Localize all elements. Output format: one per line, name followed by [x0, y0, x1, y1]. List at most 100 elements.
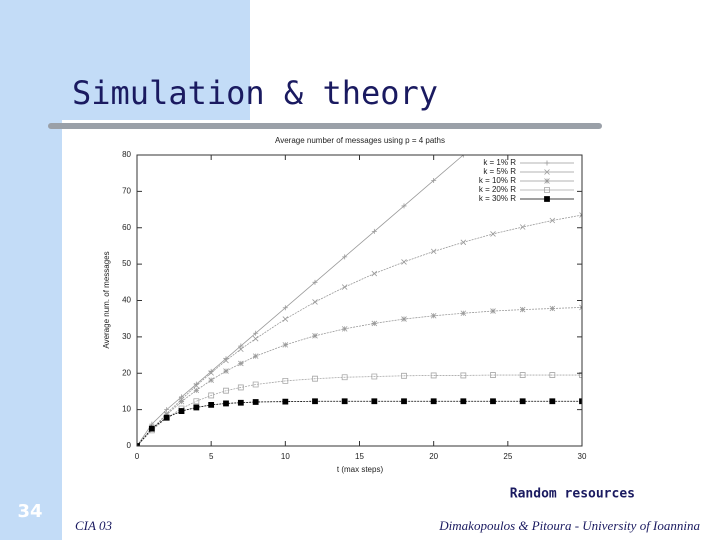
x-tick-label: 10 [281, 452, 290, 461]
marker [312, 299, 318, 305]
marker [519, 224, 526, 230]
legend-label: k = 1% R [483, 158, 516, 167]
marker [253, 330, 259, 336]
marker [430, 312, 437, 319]
marker [579, 372, 582, 378]
marker [312, 375, 318, 382]
marker [341, 374, 348, 381]
marker [341, 284, 348, 290]
y-tick-label: 0 [127, 441, 132, 450]
y-axis-label: Average num. of messages [102, 251, 111, 348]
marker [282, 305, 288, 311]
marker [178, 408, 185, 414]
marker [282, 342, 289, 348]
marker [193, 387, 200, 394]
marker [430, 248, 437, 255]
marker [401, 259, 407, 265]
footer-right: Dimakopoulos & Pitoura - University of I… [438, 518, 700, 533]
marker [312, 333, 318, 339]
marker [312, 279, 318, 285]
legend-marker [544, 196, 550, 202]
marker [460, 372, 467, 379]
marker [431, 177, 437, 183]
caption: Random resources [510, 487, 635, 502]
marker [238, 346, 244, 353]
slide-number: 34 [17, 501, 42, 522]
marker [401, 203, 407, 209]
marker [519, 306, 526, 313]
marker [549, 372, 556, 378]
marker [223, 357, 229, 364]
marker [341, 398, 348, 405]
marker [520, 102, 525, 107]
marker [282, 316, 289, 322]
y-tick-label: 20 [122, 368, 131, 377]
side-strip [0, 0, 62, 540]
marker [579, 398, 582, 405]
marker [460, 310, 467, 317]
series-line [137, 307, 582, 446]
marker [164, 407, 170, 413]
marker [371, 373, 378, 380]
marker [137, 443, 140, 446]
legend-marker [544, 160, 550, 166]
legend-label: k = 5% R [483, 167, 516, 176]
marker [490, 372, 496, 378]
x-tick-label: 25 [503, 452, 512, 461]
x-tick-label: 30 [578, 452, 587, 461]
marker [460, 239, 467, 246]
marker [460, 155, 466, 158]
y-tick-label: 10 [122, 405, 131, 414]
legend-label: k = 10% R [479, 176, 516, 185]
marker [282, 398, 289, 405]
x-tick-label: 15 [355, 452, 364, 461]
marker [371, 398, 378, 405]
marker [238, 360, 244, 367]
marker [580, 51, 585, 56]
x-tick-label: 5 [209, 452, 214, 461]
marker [341, 326, 348, 332]
y-tick-label: 80 [122, 150, 131, 159]
y-tick-label: 40 [122, 296, 131, 305]
marker [282, 377, 289, 384]
marker [252, 335, 259, 342]
series-line [137, 214, 582, 446]
marker [223, 387, 229, 394]
marker [490, 398, 496, 405]
footer-left: CIA 03 [75, 518, 112, 533]
legend-label: k = 30% R [479, 194, 516, 203]
y-tick-label: 50 [122, 259, 131, 268]
marker [430, 372, 437, 379]
marker [342, 254, 348, 260]
y-tick-label: 70 [122, 186, 131, 195]
marker [371, 270, 378, 277]
marker [193, 382, 200, 389]
marker [238, 343, 244, 349]
marker [401, 316, 407, 322]
title-rule [48, 123, 602, 129]
y-tick-label: 60 [122, 223, 131, 232]
marker [401, 372, 407, 379]
marker [223, 400, 229, 407]
marker [252, 399, 259, 405]
chart-title: Average number of messages using p = 4 p… [275, 136, 445, 145]
marker [208, 392, 215, 399]
marker [252, 353, 259, 359]
marker [371, 320, 378, 327]
marker [208, 401, 215, 408]
marker [579, 212, 582, 218]
legend-label: k = 20% R [479, 185, 516, 194]
legend-marker [544, 187, 550, 193]
marker [549, 217, 556, 224]
marker [519, 398, 526, 405]
marker [490, 231, 496, 237]
marker [549, 305, 556, 312]
marker [549, 398, 556, 405]
marker [430, 398, 437, 405]
marker [193, 398, 200, 405]
marker [163, 414, 170, 421]
marker [148, 425, 155, 432]
series-line [137, 400, 582, 446]
plot-area [137, 51, 585, 446]
